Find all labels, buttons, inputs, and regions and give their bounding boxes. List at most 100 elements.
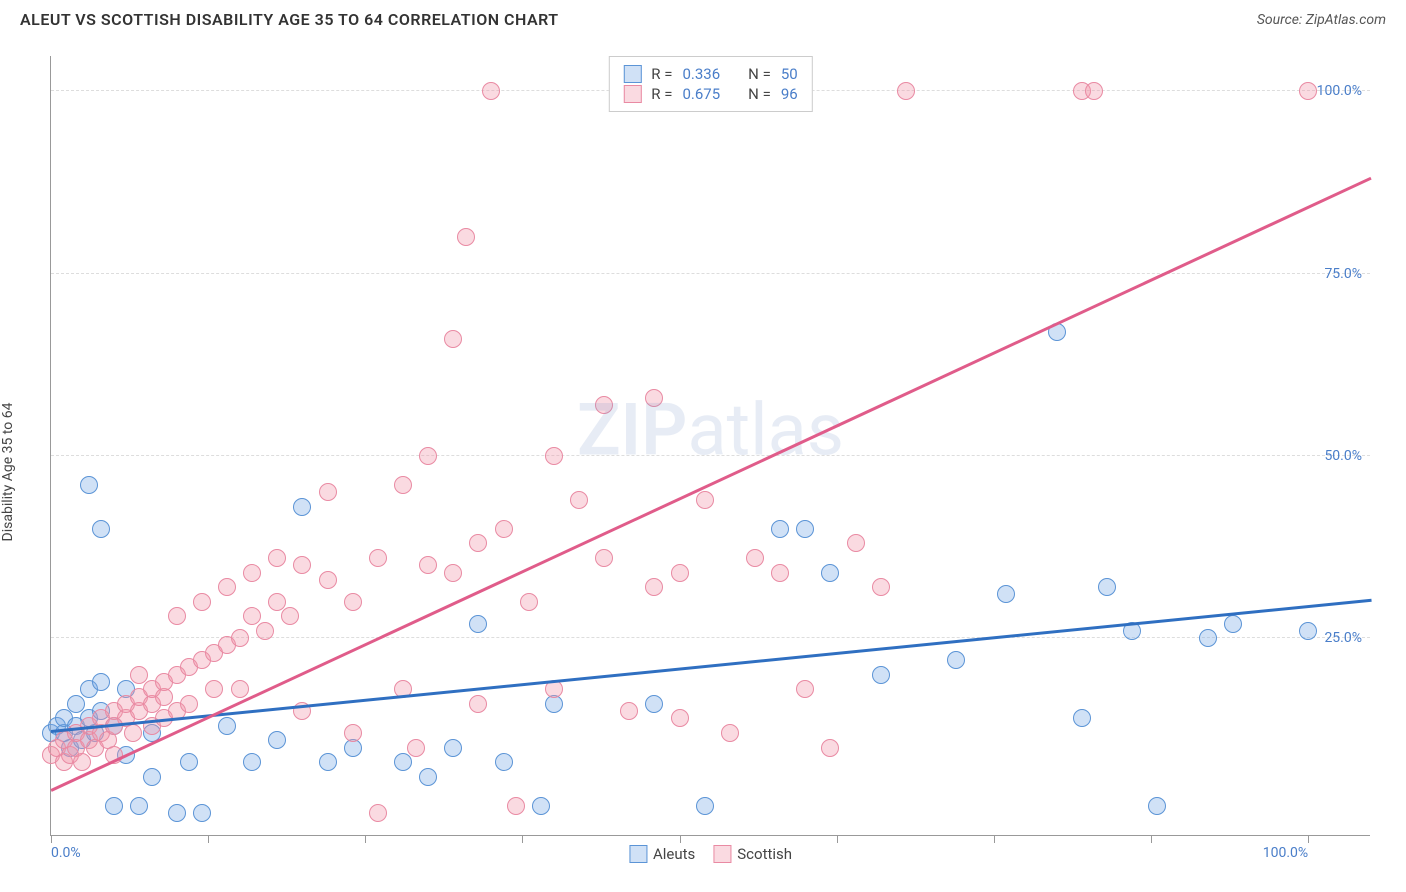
x-tick xyxy=(522,835,523,843)
data-point xyxy=(193,804,211,822)
data-point xyxy=(80,476,98,494)
data-point xyxy=(407,739,425,757)
data-point xyxy=(620,702,638,720)
data-point xyxy=(180,753,198,771)
data-point xyxy=(130,797,148,815)
data-point xyxy=(92,520,110,538)
data-point xyxy=(369,549,387,567)
gridline xyxy=(51,637,1370,638)
data-point xyxy=(771,564,789,582)
data-point xyxy=(268,549,286,567)
data-point xyxy=(1148,797,1166,815)
data-point xyxy=(1224,615,1242,633)
data-point xyxy=(469,695,487,713)
series-legend: Aleuts Scottish xyxy=(629,845,792,863)
y-tick-label: 75.0% xyxy=(1324,266,1362,282)
data-point xyxy=(319,571,337,589)
data-point xyxy=(293,556,311,574)
data-point xyxy=(947,651,965,669)
data-point xyxy=(268,731,286,749)
data-point xyxy=(532,797,550,815)
chart-title: ALEUT VS SCOTTISH DISABILITY AGE 35 TO 6… xyxy=(20,10,559,29)
data-point xyxy=(796,520,814,538)
trendline xyxy=(50,177,1371,792)
data-point xyxy=(143,768,161,786)
data-point xyxy=(897,82,915,100)
data-point xyxy=(645,695,663,713)
n-label: N = xyxy=(748,65,771,83)
legend-swatch xyxy=(713,845,731,863)
data-point xyxy=(344,724,362,742)
data-point xyxy=(1199,629,1217,647)
data-point xyxy=(168,804,186,822)
legend-label: Aleuts xyxy=(653,845,695,863)
y-tick-label: 100.0% xyxy=(1317,83,1362,99)
watermark-bold: ZIP xyxy=(577,387,687,472)
n-value: 96 xyxy=(781,85,798,103)
x-tick xyxy=(680,835,681,843)
data-point xyxy=(419,556,437,574)
data-point xyxy=(243,753,261,771)
data-point xyxy=(520,593,538,611)
data-point xyxy=(545,447,563,465)
data-point xyxy=(444,564,462,582)
x-tick xyxy=(365,835,366,843)
x-tick xyxy=(837,835,838,843)
data-point xyxy=(997,585,1015,603)
data-point xyxy=(771,520,789,538)
gridline xyxy=(51,273,1370,274)
data-point xyxy=(696,797,714,815)
source-prefix: Source: xyxy=(1257,12,1306,28)
data-point xyxy=(231,680,249,698)
legend-swatch xyxy=(623,85,641,103)
y-tick-label: 50.0% xyxy=(1324,448,1362,464)
data-point xyxy=(105,797,123,815)
data-point xyxy=(394,753,412,771)
data-point xyxy=(645,578,663,596)
data-point xyxy=(73,753,91,771)
r-label: R = xyxy=(651,85,672,103)
x-tick xyxy=(208,835,209,843)
r-label: R = xyxy=(651,65,672,83)
data-point xyxy=(821,739,839,757)
data-point xyxy=(319,753,337,771)
legend-row: R = 0.675 N = 96 xyxy=(623,85,797,103)
x-tick xyxy=(994,835,995,843)
data-point xyxy=(595,396,613,414)
r-value: 0.675 xyxy=(682,85,720,103)
data-point xyxy=(1299,622,1317,640)
data-point xyxy=(1073,709,1091,727)
x-tick xyxy=(51,835,52,843)
data-point xyxy=(469,534,487,552)
data-point xyxy=(218,578,236,596)
gridline xyxy=(51,455,1370,456)
data-point xyxy=(243,564,261,582)
data-point xyxy=(570,491,588,509)
data-point xyxy=(92,673,110,691)
legend-item: Aleuts xyxy=(629,845,695,863)
source-credit: Source: ZipAtlas.com xyxy=(1257,12,1386,28)
data-point xyxy=(872,578,890,596)
data-point xyxy=(419,768,437,786)
data-point xyxy=(1085,82,1103,100)
x-tick-label: 0.0% xyxy=(51,845,81,861)
data-point xyxy=(495,753,513,771)
data-point xyxy=(319,483,337,501)
data-point xyxy=(847,534,865,552)
n-label: N = xyxy=(748,85,771,103)
data-point xyxy=(231,629,249,647)
legend-item: Scottish xyxy=(713,845,792,863)
data-point xyxy=(256,622,274,640)
data-point xyxy=(218,717,236,735)
data-point xyxy=(180,695,198,713)
correlation-legend: R =0.336N =50R =0.675N =96 xyxy=(608,56,812,112)
data-point xyxy=(394,476,412,494)
data-point xyxy=(507,797,525,815)
data-point xyxy=(369,804,387,822)
data-point xyxy=(419,447,437,465)
x-tick-label: 100.0% xyxy=(1263,845,1308,861)
data-point xyxy=(796,680,814,698)
data-point xyxy=(721,724,739,742)
legend-swatch xyxy=(629,845,647,863)
data-point xyxy=(696,491,714,509)
